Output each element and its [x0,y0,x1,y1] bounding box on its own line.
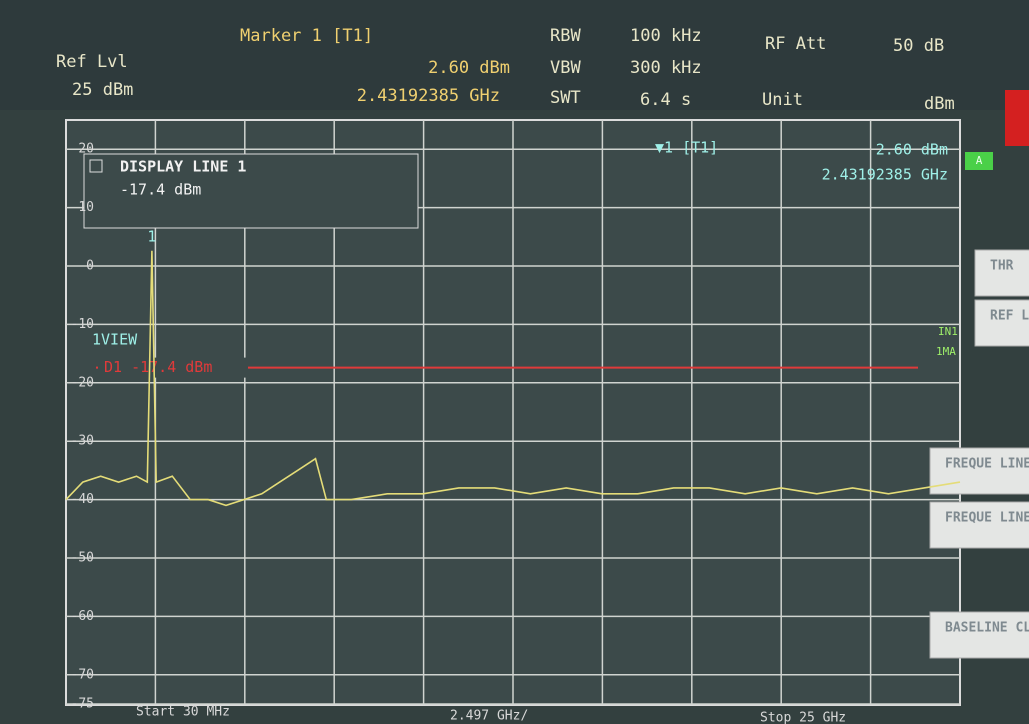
y-tick-label: -75 [71,697,94,712]
y-tick-label: -50 [71,551,94,566]
unit-label: Unit [762,90,803,110]
y-tick-label: 20 [78,142,94,157]
att-value: 50 dB [893,36,944,56]
unit-value: dBm [924,94,955,114]
y-tick-label: -40 [71,492,94,507]
marker-tag: 1 [147,227,156,245]
softkey-label: FREQUE LINE [945,511,1029,526]
view-label: 1VIEW [92,331,138,349]
display-line-label: D1 -17.4 dBm [104,358,212,376]
y-tick-label: 10 [78,200,94,215]
stop-label: Stop 25 GHz [760,711,846,724]
y-tick-label: -10 [71,317,94,332]
att-label: RF Att [765,34,826,54]
softkey-label: REF L [990,309,1029,324]
rbw-label: RBW [550,26,581,46]
marker-level: 2.60 dBm [428,58,510,78]
y-tick-label: -70 [71,667,94,682]
softkey-label: BASELINE CLIPPING [945,621,1029,636]
header-bg [0,0,1029,110]
ref-value: 25 dBm [72,80,133,100]
display-title: DISPLAY LINE 1 [120,158,246,176]
ref-label: Ref Lvl [56,52,128,72]
marker-box-freq: 2.43192385 GHz [822,166,948,184]
start-label: Start 30 MHz [136,705,230,720]
rbw-value: 100 kHz [630,26,702,46]
y-tick-label: -30 [71,434,94,449]
y-tick-label: 0 [86,259,94,274]
red-key [1005,90,1029,146]
marker-box-level: 2.60 dBm [876,141,948,159]
a-label: A [976,154,983,167]
display-value: -17.4 dBm [120,181,201,199]
vbw-label: VBW [550,58,581,78]
in1-label: IN1 [938,325,958,338]
swt-value: 6.4 s [640,90,691,110]
vbw-value: 300 kHz [630,58,702,78]
marker-title: Marker 1 [T1] [240,26,373,46]
softkey-label: THR [990,259,1014,274]
marker-box-title: ▼1 [T1] [655,139,718,157]
analyzer-screen: Marker 1 [T1] Ref Lvl 25 dBm 2.60 dBm 2.… [0,0,1029,724]
marker-freq: 2.43192385 GHz [357,86,500,106]
y-tick-label: -60 [71,609,94,624]
span-label: 2.497 GHz/ [450,709,528,724]
ima-label: 1MA [936,345,956,358]
softkey-label: FREQUE LINE [945,457,1029,472]
y-tick-label: -20 [71,375,94,390]
swt-label: SWT [550,88,581,108]
